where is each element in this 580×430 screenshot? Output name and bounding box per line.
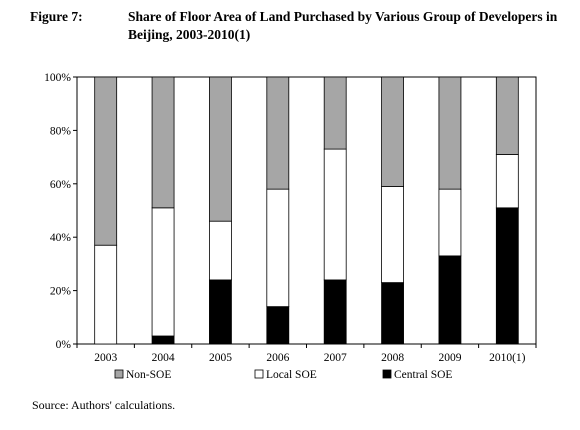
bar-non-soe-2006	[266, 76, 290, 190]
bar-local-soe-2004	[151, 207, 175, 337]
legend-swatch-non-soe	[114, 369, 124, 379]
x-tick-label: 2009	[438, 352, 461, 364]
y-tick-label: 20%	[50, 286, 72, 298]
x-tick-label: 2010(1)	[489, 352, 526, 364]
source-note: Source: Authors' calculations.	[32, 398, 176, 412]
bar-local-soe-2005	[209, 220, 232, 281]
bar-local-soe-2008	[381, 186, 404, 283]
legend-label-central-soe: Central SOE	[394, 369, 452, 381]
bar-local-soe-2003	[94, 244, 118, 345]
y-tick-label: 40%	[50, 232, 72, 244]
bar-central-soe-2007	[323, 279, 347, 345]
title-line-1: Share of Floor Area of Land Purchased by…	[128, 9, 558, 24]
bar-non-soe-2005	[209, 76, 232, 222]
bar-central-soe-2006	[266, 306, 290, 345]
x-tick-label: 2006	[266, 352, 289, 364]
x-tick-label: 2004	[152, 352, 175, 364]
bar-local-soe-2006	[266, 188, 290, 308]
x-tick-label: 2008	[381, 352, 404, 364]
bar-non-soe-2009	[438, 76, 462, 190]
bar-non-soe-2003	[94, 76, 118, 246]
x-tick-label: 2005	[209, 352, 232, 364]
bar-central-soe-2009	[438, 255, 462, 345]
chart-title: Figure 7: Share of Floor Area of Land Pur…	[30, 8, 560, 44]
x-tick-label: 2007	[324, 352, 347, 364]
legend-label-local-soe: Local SOE	[266, 369, 317, 381]
bar-non-soe-2008	[381, 76, 404, 187]
legend-swatch-local-soe	[254, 369, 264, 379]
bar-central-soe-2008	[381, 282, 404, 345]
y-tick-label: 80%	[50, 125, 72, 137]
legend-swatch-central-soe	[382, 369, 392, 379]
bar-central-soe-2010-1	[495, 207, 519, 345]
title-line-2: Beijing, 2003-2010(1)	[128, 27, 251, 42]
bar-non-soe-2004	[151, 76, 175, 209]
x-tick-label: 2003	[94, 352, 117, 364]
bar-local-soe-2009	[438, 188, 462, 257]
bar-central-soe-2004	[151, 335, 175, 345]
y-tick-label: 100%	[44, 72, 71, 84]
plot-area	[76, 76, 537, 345]
figure-label: Figure 7:	[30, 9, 83, 24]
legend-label-non-soe: Non-SOE	[126, 369, 171, 381]
y-tick-label: 0%	[56, 339, 72, 351]
bar-local-soe-2007	[323, 148, 347, 281]
bar-non-soe-2007	[323, 76, 347, 150]
bar-local-soe-2010-1	[495, 154, 519, 209]
bar-non-soe-2010-1	[495, 76, 519, 155]
bar-central-soe-2005	[209, 279, 232, 345]
y-tick-label: 60%	[50, 179, 72, 191]
